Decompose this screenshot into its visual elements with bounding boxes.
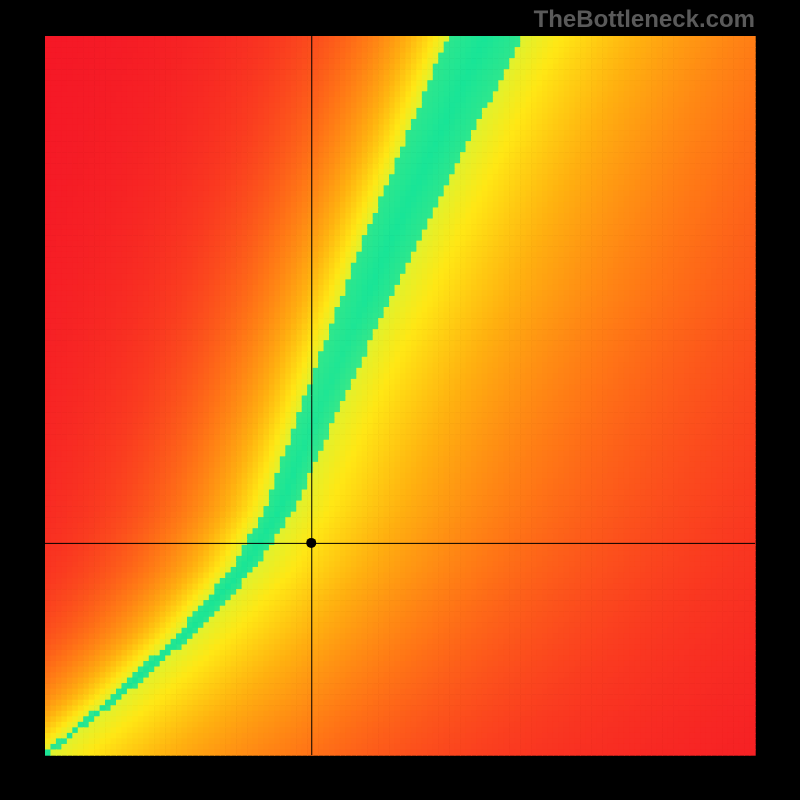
watermark-text: TheBottleneck.com	[534, 6, 755, 34]
chart-container: TheBottleneck.com	[0, 0, 800, 800]
heatmap-canvas	[0, 0, 800, 800]
